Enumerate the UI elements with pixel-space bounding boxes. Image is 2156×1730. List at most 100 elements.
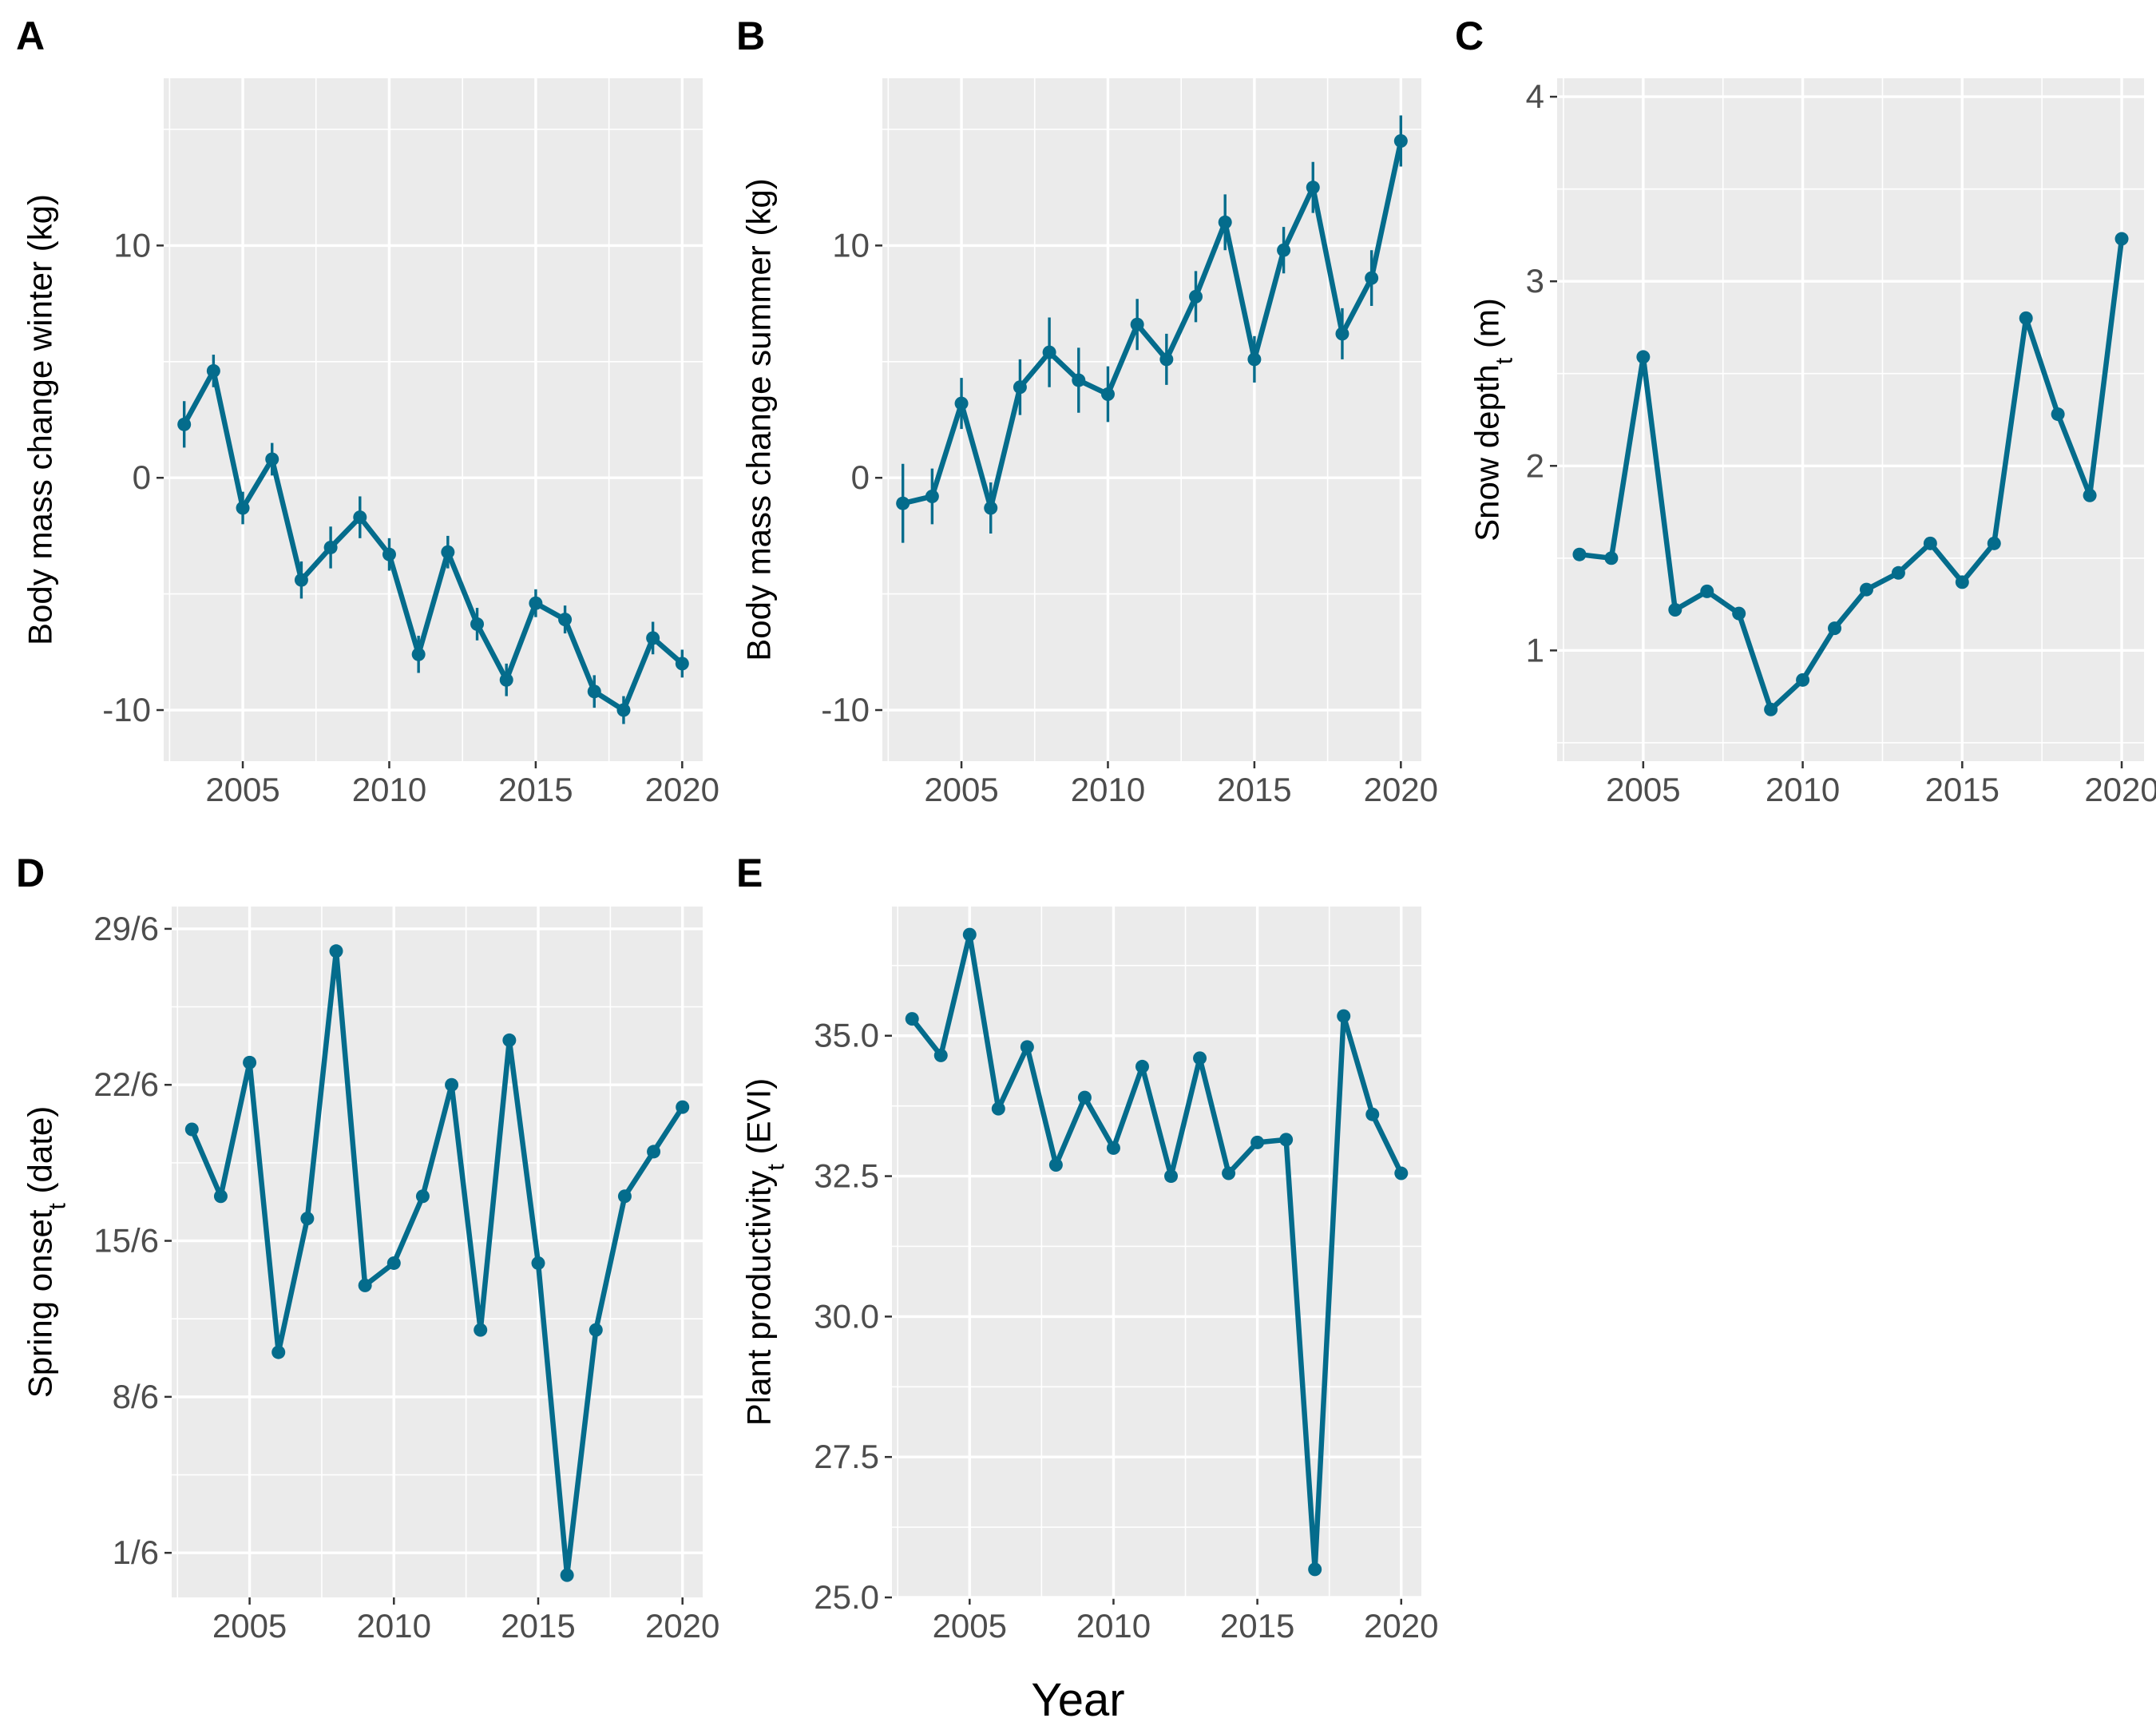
panel-letter: C (1455, 14, 1484, 58)
data-point (2051, 407, 2065, 422)
data-point (1250, 1135, 1265, 1149)
data-point (905, 1012, 919, 1026)
y-tick-label: 10 (832, 226, 870, 264)
data-point (271, 1345, 286, 1359)
y-tick-label: 0 (133, 458, 151, 496)
data-point (294, 573, 308, 587)
data-point (353, 510, 367, 525)
y-tick-label: 15/6 (93, 1222, 159, 1260)
y-tick-label: 27.5 (814, 1438, 879, 1475)
x-tick-label: 2020 (645, 1607, 719, 1645)
x-tick-label: 2005 (1606, 771, 1680, 808)
x-tick-label: 2010 (352, 771, 426, 808)
data-point (1394, 1166, 1409, 1180)
data-point (1193, 1051, 1207, 1065)
x-tick-label: 2015 (498, 771, 573, 808)
y-axis-title: Body mass change winter (kg) (22, 194, 59, 645)
data-point (386, 1256, 401, 1270)
data-point (1135, 1059, 1149, 1073)
y-tick-label: 8/6 (113, 1378, 159, 1415)
data-point (1222, 1166, 1236, 1180)
data-point (675, 657, 689, 671)
series-line (189, 948, 685, 1578)
y-tick-label: 1/6 (113, 1534, 159, 1571)
panel-letter: E (736, 851, 763, 895)
data-point (646, 631, 660, 645)
panel-e: 2005 2010 2015 2020 25.0 27.5 30.0 32.5 35.0 E Pla… (736, 851, 1438, 1645)
data-point (1987, 536, 2001, 550)
series-line (900, 138, 1404, 511)
y-tick-label: 10 (113, 226, 151, 264)
data-point (1955, 575, 1969, 589)
data-point (323, 540, 338, 554)
data-point (1247, 352, 1262, 367)
data-point (1159, 352, 1174, 367)
data-point (265, 452, 279, 466)
data-point (329, 944, 343, 958)
data-point (1218, 215, 1232, 229)
data-point (1365, 1107, 1380, 1121)
data-point (1859, 582, 1873, 597)
plot-background (882, 78, 1421, 761)
data-point (587, 684, 601, 699)
x-tick-label: 2005 (205, 771, 279, 808)
data-point (445, 1077, 459, 1092)
data-point (1077, 1090, 1092, 1105)
panel-b: 2005 2010 2015 2020 -10 0 10 B Body mass change … (736, 14, 1438, 808)
data-point (1365, 271, 1379, 285)
data-point (1072, 373, 1086, 387)
y-tick-label: 3 (1526, 262, 1544, 300)
data-point (1828, 621, 1842, 636)
data-point (1700, 584, 1714, 598)
data-point (558, 613, 573, 627)
data-point (1100, 387, 1115, 402)
panel-a: 2005 2010 2015 2020 -10 0 10 A Body mass change … (16, 14, 719, 808)
y-tick-label: 25.0 (814, 1578, 879, 1616)
data-point (676, 1100, 690, 1114)
x-tick-label: 2015 (501, 1607, 575, 1645)
y-tick-label: 29/6 (93, 910, 159, 947)
data-point (962, 927, 977, 942)
x-tick-label: 2005 (933, 1607, 1007, 1645)
x-tick-label: 2010 (1076, 1607, 1151, 1645)
data-point (177, 417, 192, 431)
data-point (1013, 380, 1027, 395)
data-point (358, 1278, 372, 1292)
series-line (1576, 236, 2125, 712)
data-point (1048, 1157, 1063, 1172)
data-point (1277, 243, 1291, 257)
data-point (415, 1189, 430, 1204)
data-point (896, 496, 910, 510)
data-point (531, 1256, 545, 1270)
x-tick-label: 2020 (645, 771, 719, 808)
data-point (925, 489, 939, 503)
y-axis-title: Body mass change summer (kg) (740, 178, 778, 661)
data-point (1337, 1009, 1351, 1023)
data-point (441, 545, 455, 559)
data-point (617, 1189, 632, 1204)
x-tick-label: 2005 (212, 1607, 287, 1645)
data-point (470, 617, 485, 631)
data-point (1636, 350, 1651, 364)
y-axis-title: Spring onsett (date) (22, 1106, 71, 1399)
data-point (1042, 345, 1056, 359)
plot-background (172, 907, 703, 1597)
y-axis-title: Plant productivityt (EVI) (740, 1078, 790, 1426)
data-point (529, 596, 543, 610)
data-point (1106, 1141, 1120, 1155)
panel-d: 2005 2010 2015 2020 1/6 8/6 15/6 22/6 29/6 D Sprin… (16, 851, 719, 1645)
data-point (382, 547, 396, 561)
data-point (213, 1189, 228, 1204)
y-tick-label: 4 (1526, 77, 1544, 115)
data-point (991, 1101, 1005, 1116)
x-tick-label: 2015 (1925, 771, 1999, 808)
series-line (909, 931, 1405, 1573)
data-point (236, 501, 250, 515)
data-point (1164, 1169, 1179, 1184)
data-point (1308, 1562, 1322, 1577)
panel-c: 2005 2010 2015 2020 1 2 3 4 C Snow deptht (m) (1455, 14, 2156, 808)
data-point (499, 673, 513, 687)
data-point (1891, 565, 1905, 580)
data-point (647, 1145, 661, 1159)
